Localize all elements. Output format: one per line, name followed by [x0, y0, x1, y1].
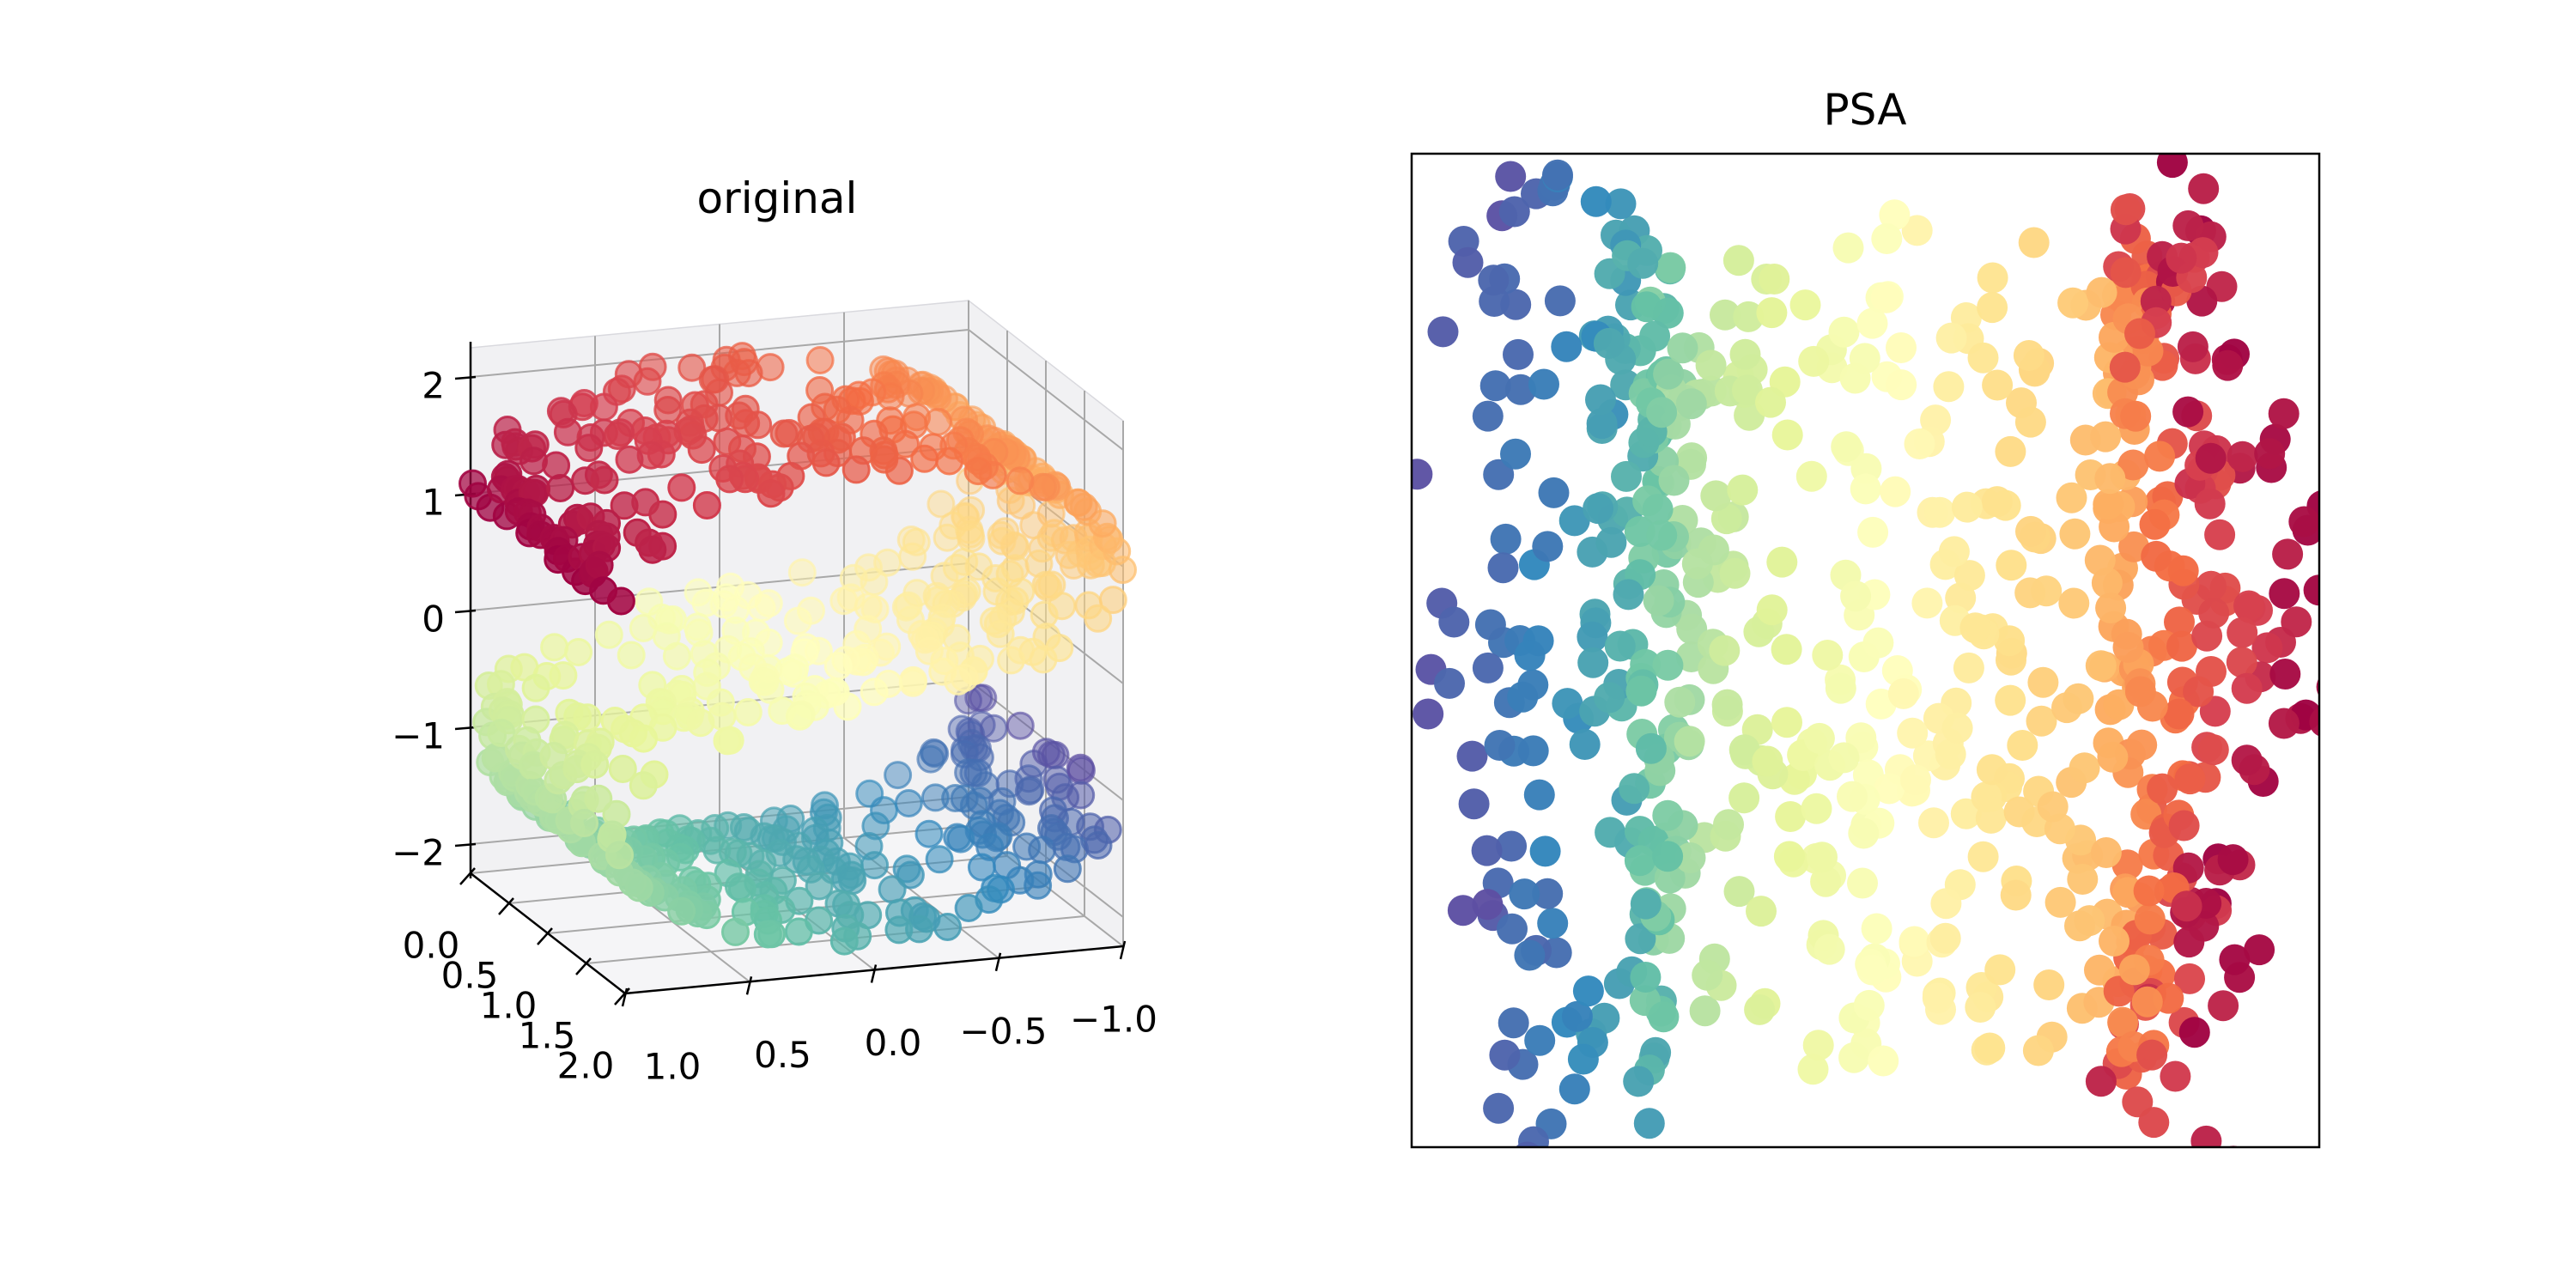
left-tick-labels: 210−1−20.00.51.01.52.0 1.0 0.5 0.0 −0.5 −1.0	[392, 365, 1157, 1088]
right-scatter-points	[1412, 154, 2319, 1147]
axis-tick-label: −1.0	[1070, 999, 1157, 1041]
axis-tick-label: 0.0	[865, 1022, 922, 1064]
right-plot-title: PSA	[1823, 85, 1907, 135]
axis-tick-label: −2	[392, 832, 445, 874]
left-plot-area: 210−1−20.00.51.01.52.0 1.0 0.5 0.0 −0.5 −1.0	[392, 299, 1157, 1088]
axis-tick-label: −1	[392, 715, 445, 757]
axis-tick-label: 0.0	[403, 925, 460, 967]
axis-tick-label: 1.5	[519, 1015, 576, 1057]
left-plot-title: original	[696, 173, 858, 223]
left-axis-lines	[454, 342, 1127, 1007]
axis-tick-label: 0	[422, 598, 445, 641]
right-plot-area	[1410, 152, 2321, 1149]
axis-tick-label: −0.5	[960, 1010, 1048, 1052]
axis-tick-label: 1.0	[480, 985, 538, 1027]
axis-tick-label: 1	[422, 482, 445, 524]
axis-tick-label: 1.0	[644, 1046, 702, 1088]
psa-frame	[1410, 152, 2321, 1149]
axis-tick-label: 0.5	[441, 955, 499, 997]
left-scatter-points	[459, 342, 1137, 956]
axis-tick-label: 2.0	[557, 1045, 615, 1087]
axis-tick-label: 2	[422, 365, 445, 407]
axis-tick-label: 0.5	[754, 1034, 811, 1076]
